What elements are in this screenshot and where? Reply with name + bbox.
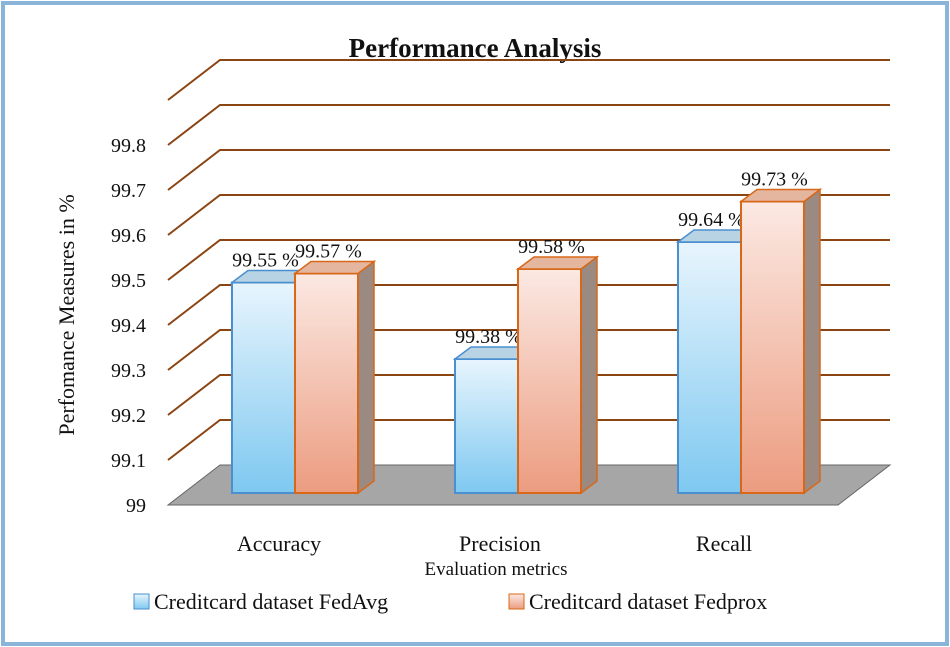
data-label: 99.73 %: [741, 169, 808, 191]
gridline: [167, 239, 890, 281]
legend: Creditcard dataset FedAvg Creditcard dat…: [133, 589, 767, 614]
y-tick-label: 99.6: [111, 225, 146, 247]
gridline: [167, 329, 890, 371]
data-label: 99.38 %: [455, 326, 522, 348]
legend-swatch-fedavg: [133, 593, 150, 610]
y-tick-label: 99.5: [111, 270, 146, 292]
data-label: 99.57 %: [295, 241, 362, 263]
gridline: [167, 374, 890, 416]
bar-front: [294, 272, 359, 494]
y-axis-label: Perfomance Measures in %: [54, 194, 79, 435]
bar-fedprox-precision: 99.58 %: [515, 236, 600, 495]
bar-front: [677, 241, 742, 494]
y-tick-label: 99.4: [111, 315, 146, 337]
bar-top: [515, 256, 600, 270]
y-tick-label: 99.7: [111, 180, 146, 202]
y-tick-label: 99.1: [111, 450, 146, 472]
chart-title: Performance Analysis: [349, 33, 602, 63]
bar-side: [357, 260, 375, 495]
x-category-label: Recall: [696, 531, 752, 556]
legend-label-fedprox: Creditcard dataset Fedprox: [529, 589, 767, 614]
bar-top: [738, 188, 823, 203]
gridline: [167, 284, 890, 326]
x-axis-categories: Accuracy Precision Recall: [237, 531, 752, 556]
y-tick-label: 99: [126, 495, 146, 517]
data-label: 99.64 %: [678, 209, 745, 231]
y-axis-ticks: 99 99.1 99.2 99.3 99.4 99.5 99.6 99.7 99.8: [111, 135, 146, 517]
data-label: 99.55 %: [232, 250, 299, 272]
gridline: [167, 194, 890, 236]
bar-front: [740, 200, 805, 494]
bar-fedprox-accuracy: 99.57 %: [292, 241, 377, 495]
bar-top: [292, 260, 377, 275]
y-tick-label: 99.3: [111, 360, 146, 382]
bar-front: [231, 281, 296, 494]
y-tick-label: 99.8: [111, 135, 146, 157]
bar-fedprox-recall: 99.73 %: [738, 169, 823, 495]
legend-swatch-fedprox: [508, 593, 525, 610]
gridlines: [167, 59, 890, 461]
bars: 99.55 %99.57 % 99.38 % 99.58 % 99.64 % 99.73…: [229, 169, 823, 495]
gridline: [167, 149, 890, 191]
x-axis-label: Evaluation metrics: [425, 559, 568, 580]
x-category-label: Accuracy: [237, 531, 321, 556]
gridline: [167, 419, 890, 461]
legend-label-fedavg: Creditcard dataset FedAvg: [154, 589, 388, 614]
gridline: [167, 104, 890, 146]
data-label: 99.58 %: [518, 236, 585, 258]
gridline: [167, 59, 890, 101]
bar-front: [517, 268, 582, 494]
bar-side: [803, 188, 821, 495]
bar-front: [454, 358, 519, 494]
x-category-label: Precision: [459, 531, 541, 556]
y-tick-label: 99.2: [111, 405, 146, 427]
bar-side: [580, 255, 598, 495]
